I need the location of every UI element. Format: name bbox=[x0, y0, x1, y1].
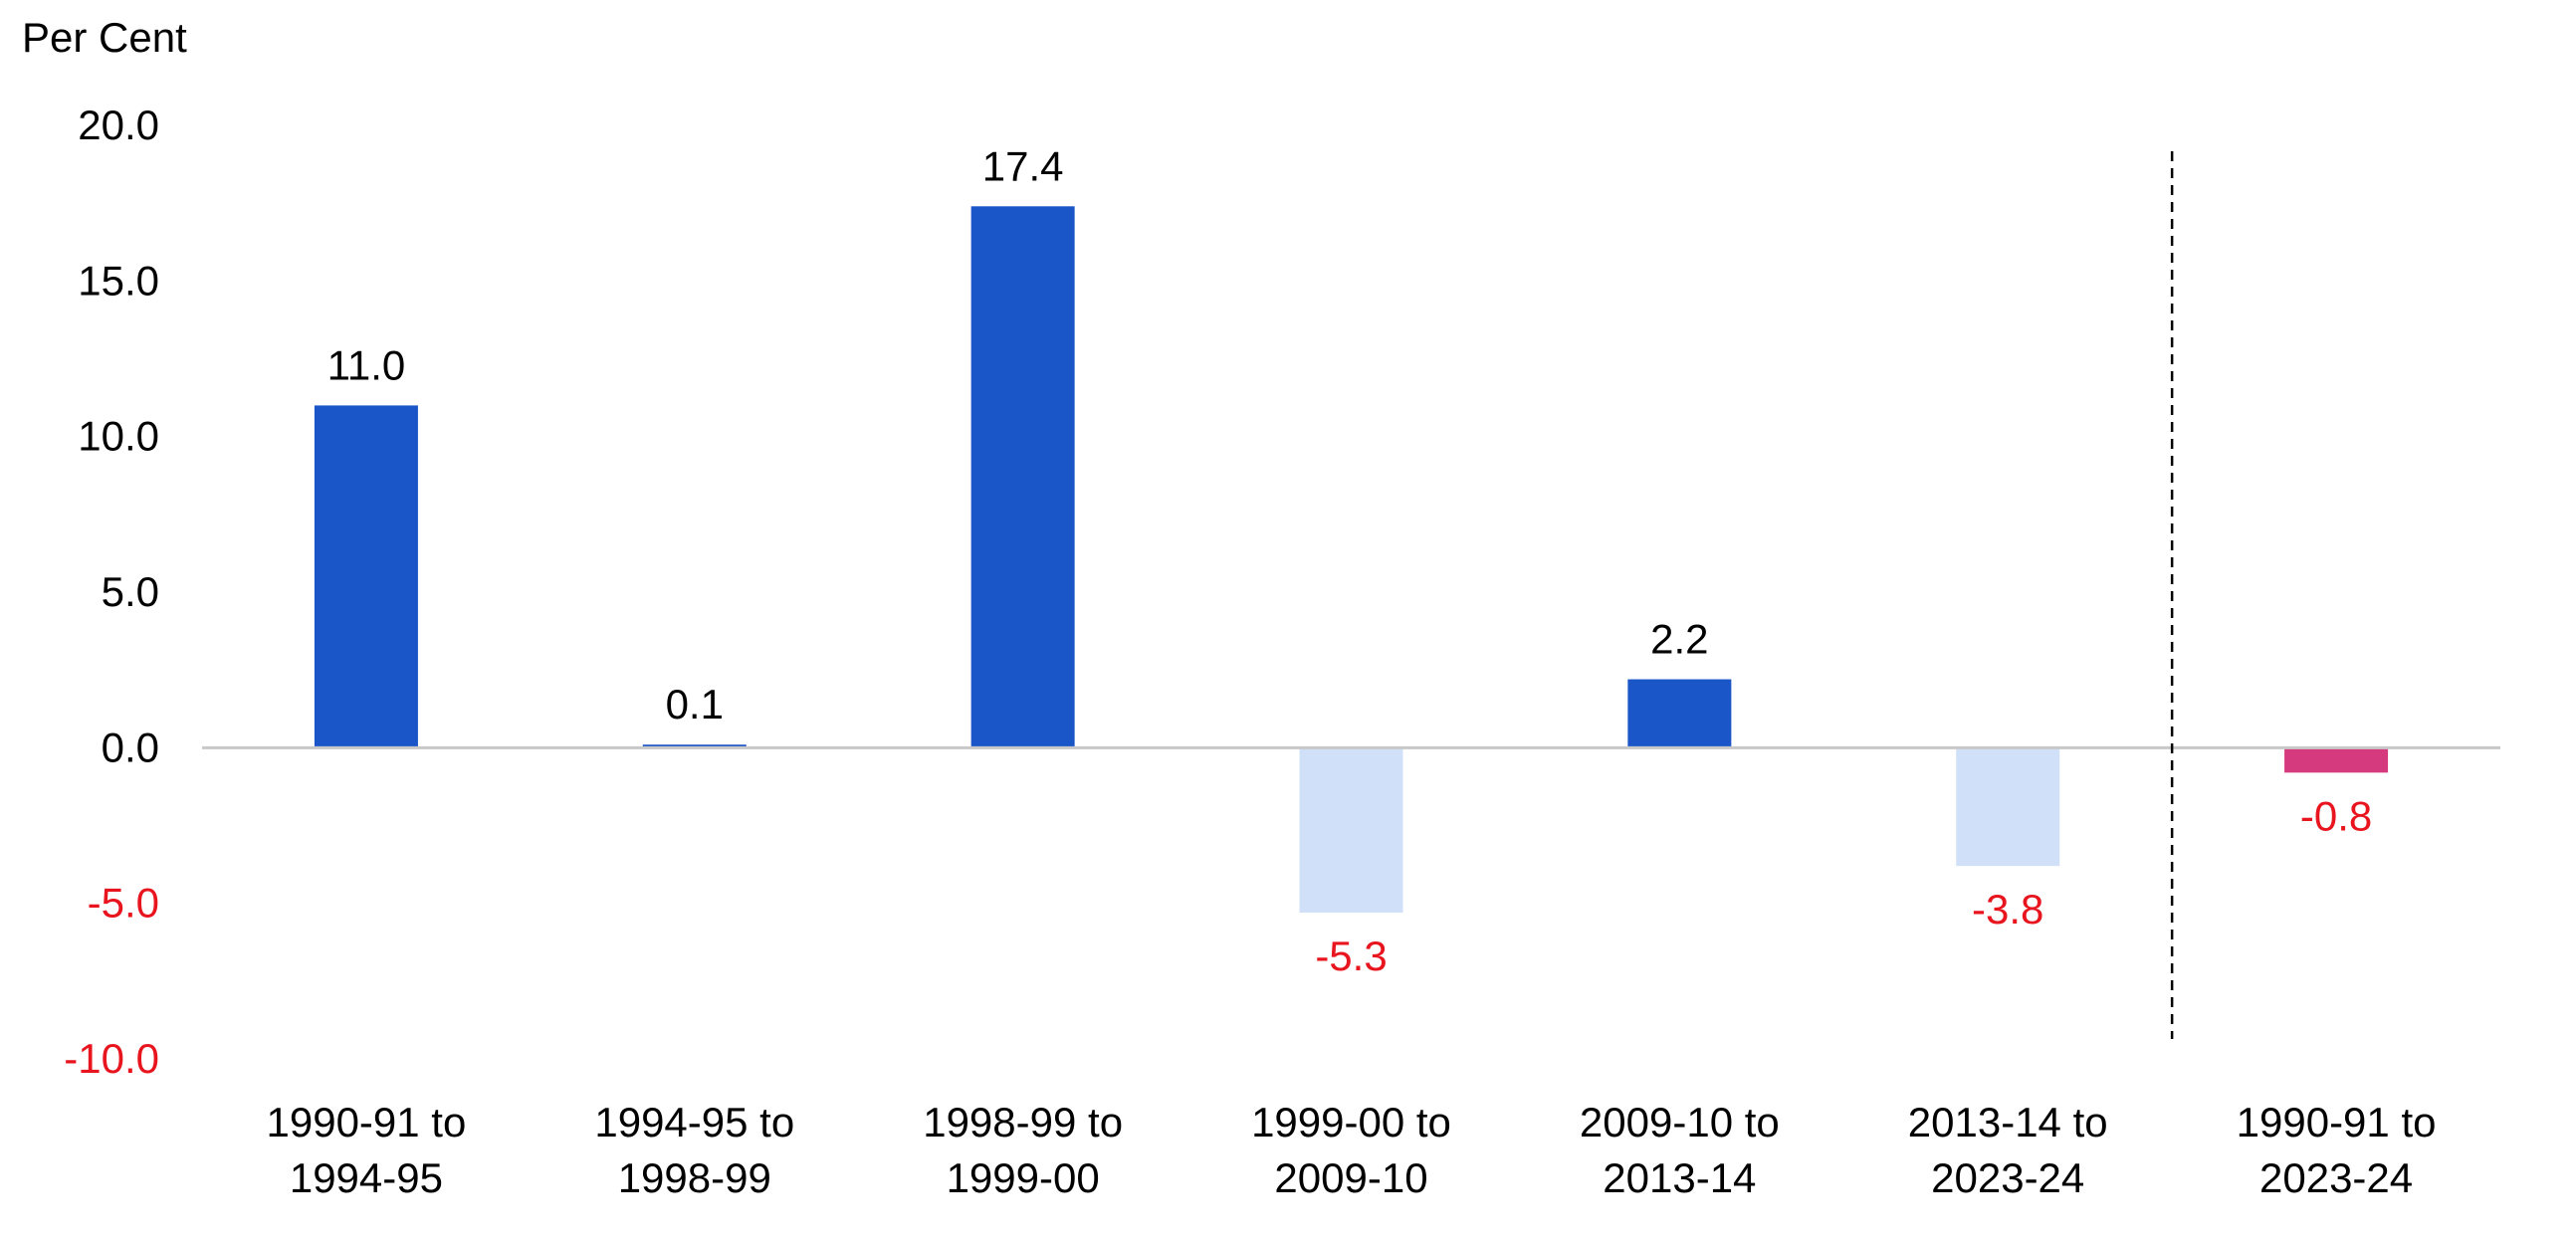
y-tick-label: -5.0 bbox=[88, 880, 159, 927]
data-label: -0.8 bbox=[2300, 792, 2372, 839]
x-tick-label: 1990-91 to 2023-24 bbox=[2237, 1099, 2437, 1201]
bar bbox=[1299, 747, 1403, 914]
data-label: 17.4 bbox=[982, 142, 1064, 189]
y-tick-label: 20.0 bbox=[78, 102, 159, 148]
x-tick-label: 1994-95 to 1998-99 bbox=[594, 1099, 794, 1201]
data-label: 0.1 bbox=[666, 681, 724, 727]
data-label: 2.2 bbox=[1650, 616, 1708, 663]
y-axis-title: Per Cent bbox=[22, 14, 187, 61]
bar bbox=[970, 206, 1075, 748]
bar bbox=[1627, 679, 1732, 748]
x-tick-label: 1998-99 to 1999-00 bbox=[923, 1099, 1123, 1201]
x-tick-label: 1999-00 to 2009-10 bbox=[1251, 1099, 1451, 1201]
bar bbox=[314, 405, 418, 748]
bar bbox=[1956, 747, 2060, 867]
y-axis: 20.0 15.0 10.0 5.0 0.0 -5.0 -10.0 bbox=[64, 102, 159, 1082]
x-tick-label: 2009-10 to 2013-14 bbox=[1580, 1099, 1780, 1201]
y-tick-label: 5.0 bbox=[102, 568, 159, 615]
data-labels: 11.0 0.1 17.4 -5.3 2.2 -3.8 -0.8 bbox=[327, 142, 2373, 979]
y-tick-label: -10.0 bbox=[64, 1035, 159, 1082]
x-tick-label: 2013-14 to 2023-24 bbox=[1908, 1099, 2108, 1201]
x-tick-label: 1990-91 to 1994-95 bbox=[267, 1099, 467, 1201]
y-tick-label: 10.0 bbox=[78, 413, 159, 460]
data-label: -3.8 bbox=[1972, 886, 2043, 933]
bar bbox=[642, 744, 747, 748]
data-label: 11.0 bbox=[327, 341, 406, 388]
y-tick-label: 0.0 bbox=[102, 724, 159, 770]
y-tick-label: 15.0 bbox=[78, 257, 159, 304]
bar bbox=[2284, 747, 2389, 773]
data-label: -5.3 bbox=[1315, 933, 1387, 979]
x-axis: 1990-91 to 1994-95 1994-95 to 1998-99 1998-9… bbox=[267, 1099, 2437, 1201]
bar-series bbox=[314, 206, 2389, 914]
